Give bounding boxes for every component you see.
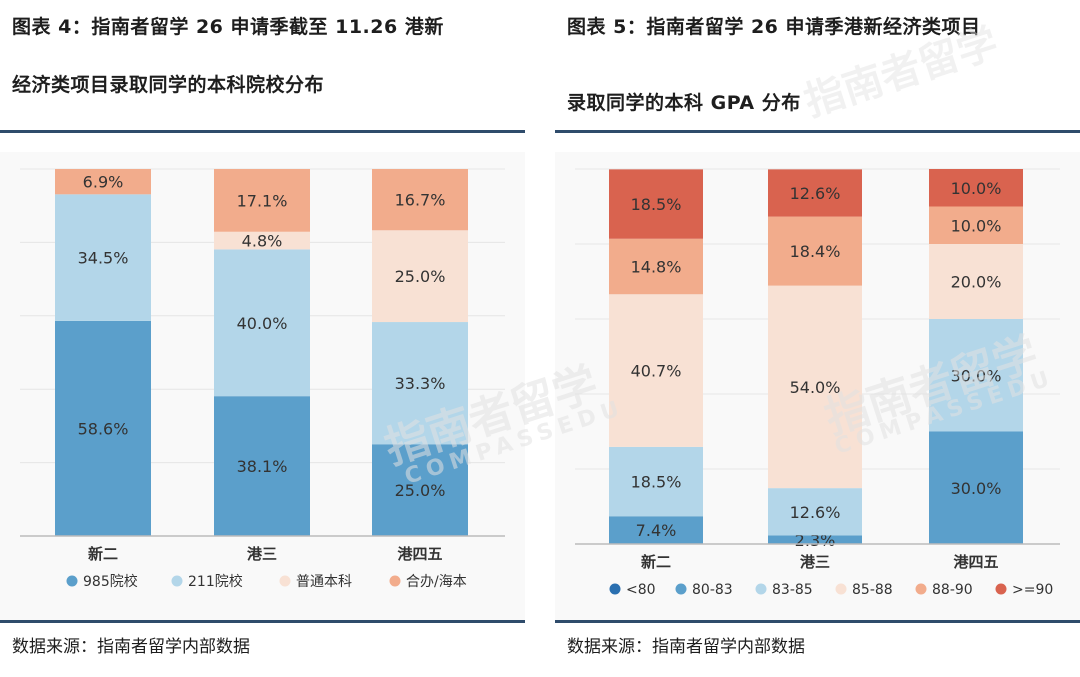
- right-bar-2-2: [929, 319, 1023, 432]
- right-data-label: 12.6%: [790, 184, 841, 203]
- right-data-label: 18.4%: [790, 242, 841, 261]
- right-bar-0-3: [609, 294, 703, 447]
- left-bar-2-3: [372, 169, 468, 231]
- right-top-rule: [555, 130, 1080, 133]
- right-legend-label-1: 80-83: [692, 582, 733, 598]
- right-legend-label-0: <80: [626, 582, 656, 598]
- left-bar-0-1: [55, 194, 151, 321]
- left-legend-marker-2: [279, 575, 291, 587]
- right-legend-marker-2: [755, 583, 767, 595]
- left-legend-label-3: 合办/海本: [406, 574, 467, 590]
- right-bar-1-2: [768, 488, 862, 536]
- right-panel: 图表 5：指南者留学 26 申请季港新经济类项目 录取同学的本科 GPA 分布 …: [555, 0, 1080, 677]
- right-legend-label-2: 83-85: [772, 582, 813, 598]
- right-data-label: 12.6%: [790, 503, 841, 522]
- left-bar-2-0: [372, 444, 468, 536]
- right-bar-0-1: [609, 516, 703, 544]
- left-data-label: 25.0%: [395, 267, 446, 286]
- right-legend-label-3: 85-88: [852, 582, 893, 598]
- right-legend-marker-1: [675, 583, 687, 595]
- left-data-label: 4.8%: [242, 232, 283, 251]
- right-legend-label-5: >=90: [1012, 582, 1053, 598]
- left-data-label: 58.6%: [78, 419, 129, 438]
- left-data-label: 6.9%: [83, 173, 124, 192]
- right-bar-2-4: [929, 206, 1023, 244]
- left-bar-2-2: [372, 230, 468, 323]
- left-legend-label-1: 211院校: [188, 573, 243, 590]
- left-legend-marker-0: [66, 575, 78, 587]
- left-title-line2: 经济类项目录取同学的本科院校分布: [12, 74, 325, 96]
- right-chart-area: 7.4% 18.5% 40.7% 14.8% 18.5% 新二 2.3% 12.6% 54.0%…: [555, 152, 1080, 620]
- right-bar-0-5: [609, 169, 703, 239]
- left-x-tick-label: 新二: [88, 545, 118, 563]
- right-bar-2-5: [929, 169, 1023, 207]
- left-legend-label-0: 985院校: [83, 573, 138, 590]
- left-x-tick-label: 港三: [247, 545, 277, 563]
- right-legend-marker-0: [609, 583, 621, 595]
- left-legend-marker-3: [389, 575, 401, 587]
- left-data-label: 38.1%: [237, 457, 288, 476]
- left-bar-1-3: [214, 169, 310, 232]
- right-legend-label-4: 88-90: [932, 582, 973, 598]
- right-data-label: 2.3%: [795, 531, 836, 550]
- right-x-tick-label: 新二: [641, 553, 671, 571]
- right-bar-1-3: [768, 285, 862, 489]
- right-chart-svg: 7.4% 18.5% 40.7% 14.8% 18.5% 新二 2.3% 12.6% 54.0%…: [575, 168, 1060, 598]
- right-data-label: 14.8%: [631, 258, 682, 277]
- right-bar-0-2: [609, 446, 703, 517]
- right-data-label: 7.4%: [636, 521, 677, 540]
- right-data-label: 20.0%: [951, 273, 1002, 292]
- left-chart-svg: 58.6% 34.5% 6.9% 新二 38.1% 40.0% 4.8% 17.1% 港三 25.…: [20, 168, 505, 590]
- right-data-label: 10.0%: [951, 216, 1002, 235]
- left-top-rule: [0, 130, 525, 133]
- left-bar-1-2: [214, 231, 310, 250]
- left-data-label: 40.0%: [237, 314, 288, 333]
- right-data-label: 30.0%: [951, 479, 1002, 498]
- left-source: 数据来源：指南者留学内部数据: [12, 637, 250, 657]
- right-legend-marker-3: [835, 583, 847, 595]
- right-bottom-rule: [555, 620, 1080, 623]
- right-data-label: 30.0%: [951, 366, 1002, 385]
- right-title-line1: 图表 5：指南者留学 26 申请季港新经济类项目: [567, 16, 981, 38]
- left-legend-label-2: 普通本科: [296, 574, 352, 590]
- left-bar-0-3: [55, 169, 151, 195]
- left-bar-0-0: [55, 320, 151, 536]
- right-data-label: 18.5%: [631, 195, 682, 214]
- left-bar-1-1: [214, 249, 310, 397]
- left-data-label: 17.1%: [237, 191, 288, 210]
- left-data-label: 34.5%: [78, 249, 129, 268]
- left-bottom-rule: [0, 620, 525, 623]
- right-x-tick-label: 港四五: [953, 553, 998, 571]
- left-bar-2-1: [372, 322, 468, 445]
- right-data-label: 10.0%: [951, 179, 1002, 198]
- right-bar-2-3: [929, 244, 1023, 319]
- right-data-label: 40.7%: [631, 362, 682, 381]
- right-x-tick-label: 港三: [800, 553, 830, 571]
- left-chart-area: 58.6% 34.5% 6.9% 新二 38.1% 40.0% 4.8% 17.1% 港三 25.…: [0, 152, 525, 620]
- right-data-label: 18.5%: [631, 473, 682, 492]
- right-data-label: 54.0%: [790, 378, 841, 397]
- left-data-label: 33.3%: [395, 374, 446, 393]
- left-legend-marker-1: [171, 575, 183, 587]
- left-data-label: 25.0%: [395, 481, 446, 500]
- right-bar-1-5: [768, 169, 862, 217]
- left-panel: 图表 4：指南者留学 26 申请季截至 11.26 港新 经济类项目录取同学的本…: [0, 0, 525, 677]
- left-title-line1: 图表 4：指南者留学 26 申请季截至 11.26 港新: [12, 16, 444, 38]
- right-bar-0-4: [609, 238, 703, 295]
- right-legend-marker-5: [995, 583, 1007, 595]
- left-bar-1-0: [214, 396, 310, 536]
- left-data-label: 16.7%: [395, 191, 446, 210]
- right-bar-1-1: [768, 535, 862, 544]
- left-x-tick-label: 港四五: [397, 545, 442, 563]
- right-bar-1-4: [768, 216, 862, 286]
- right-bar-2-1: [929, 431, 1023, 544]
- right-title-line2: 录取同学的本科 GPA 分布: [567, 92, 801, 114]
- right-legend-marker-4: [915, 583, 927, 595]
- right-source: 数据来源：指南者留学内部数据: [567, 637, 805, 657]
